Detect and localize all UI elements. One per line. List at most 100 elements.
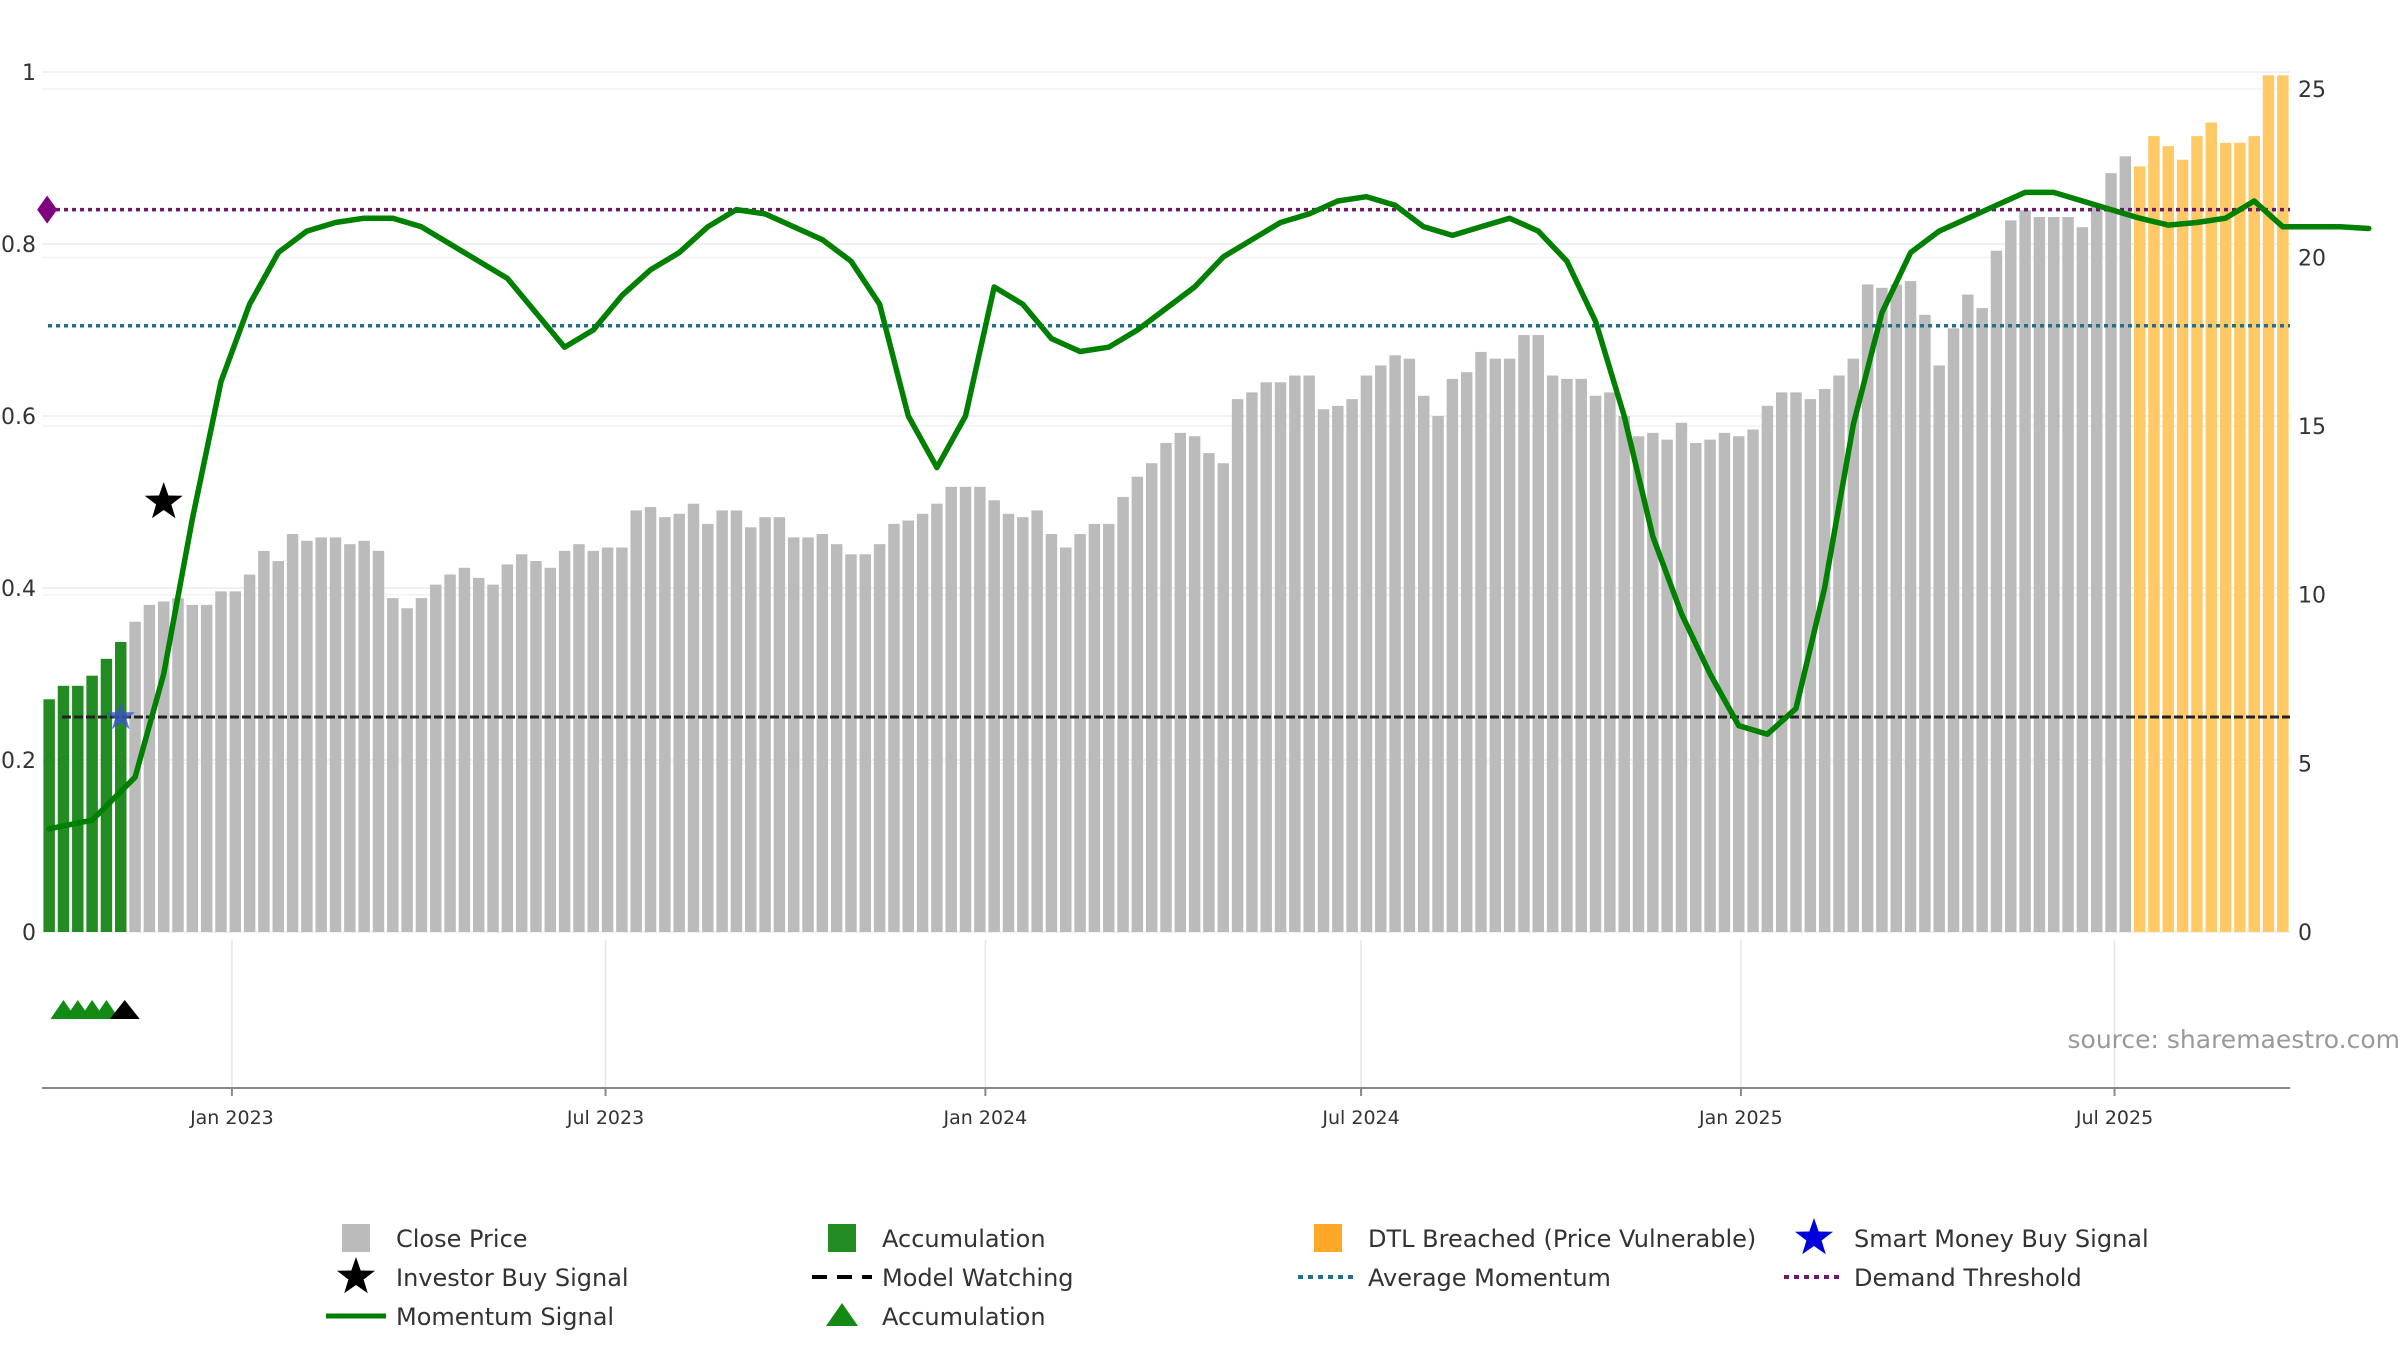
price-bar bbox=[1232, 399, 1243, 932]
price-bar bbox=[545, 568, 556, 932]
price-bar bbox=[1533, 335, 1544, 932]
price-bar bbox=[2134, 166, 2145, 932]
price-bar bbox=[2191, 136, 2202, 932]
price-bar bbox=[43, 699, 54, 932]
price-bar bbox=[187, 605, 198, 932]
bars-layer bbox=[43, 75, 2288, 932]
x-tick-label: Jul 2024 bbox=[1321, 1107, 1399, 1129]
source-label: source: sharemaestro.com bbox=[2068, 1025, 2400, 1054]
price-bar bbox=[1833, 376, 1844, 932]
price-bar bbox=[1246, 392, 1257, 932]
x-tick-label: Jan 2024 bbox=[943, 1107, 1028, 1129]
price-bar bbox=[1876, 288, 1887, 932]
price-bar bbox=[315, 537, 326, 932]
price-bar bbox=[630, 510, 641, 932]
price-bar bbox=[845, 554, 856, 932]
price-bar bbox=[473, 578, 484, 932]
legend-label: Accumulation bbox=[882, 1303, 1046, 1331]
legend-swatch bbox=[828, 1224, 856, 1252]
price-bar bbox=[287, 534, 298, 932]
legend-item: Accumulation bbox=[828, 1224, 1046, 1253]
left-tick-label: 0 bbox=[22, 921, 36, 946]
legend-item: Investor Buy Signal bbox=[337, 1257, 629, 1293]
price-bar bbox=[2206, 123, 2217, 932]
price-bar bbox=[616, 548, 627, 932]
price-bar bbox=[1919, 315, 1930, 932]
price-bar bbox=[2019, 210, 2030, 932]
price-bar bbox=[788, 537, 799, 932]
right-tick-label: 25 bbox=[2298, 78, 2326, 103]
price-bar bbox=[573, 544, 584, 932]
price-bar bbox=[244, 575, 255, 932]
demand-threshold-diamond bbox=[37, 196, 57, 224]
price-bar bbox=[1475, 352, 1486, 932]
price-bar bbox=[888, 524, 899, 932]
price-bar bbox=[1146, 463, 1157, 932]
price-bar bbox=[1891, 284, 1902, 932]
price-bar bbox=[1561, 379, 1572, 932]
price-bar bbox=[86, 676, 97, 932]
price-bar bbox=[731, 510, 742, 932]
price-bar bbox=[745, 527, 756, 932]
legend-triangle-icon bbox=[826, 1303, 858, 1326]
price-bar bbox=[1289, 376, 1300, 932]
right-tick-label: 5 bbox=[2298, 752, 2312, 777]
price-bar bbox=[1733, 436, 1744, 932]
price-bar bbox=[774, 517, 785, 932]
price-bar bbox=[673, 514, 684, 932]
price-bar bbox=[1518, 335, 1529, 932]
x-tick-label: Jul 2025 bbox=[2075, 1107, 2153, 1129]
x-tick-label: Jan 2023 bbox=[189, 1107, 274, 1129]
x-tick-label: Jul 2023 bbox=[566, 1107, 644, 1129]
price-bar bbox=[602, 548, 613, 932]
price-bar bbox=[72, 686, 83, 932]
right-tick-label: 0 bbox=[2298, 921, 2312, 946]
price-bar bbox=[2091, 207, 2102, 932]
price-bar bbox=[1375, 365, 1386, 932]
price-bar bbox=[802, 537, 813, 932]
price-bar bbox=[2220, 143, 2231, 932]
legend-label: Close Price bbox=[396, 1225, 528, 1253]
left-tick-label: 0.8 bbox=[1, 233, 36, 258]
price-bar bbox=[1103, 524, 1114, 932]
price-bar bbox=[1046, 534, 1057, 932]
price-bar bbox=[2234, 143, 2245, 932]
price-bar bbox=[1590, 396, 1601, 932]
price-bar bbox=[430, 585, 441, 932]
price-bar bbox=[974, 487, 985, 932]
price-bar bbox=[1776, 392, 1787, 932]
price-bar bbox=[516, 554, 527, 932]
price-bar bbox=[1933, 365, 1944, 932]
price-bar bbox=[759, 517, 770, 932]
price-bar bbox=[1060, 548, 1071, 932]
price-bar bbox=[1089, 524, 1100, 932]
legend-item: Close Price bbox=[342, 1224, 528, 1253]
price-bar bbox=[401, 608, 412, 932]
price-bar bbox=[2177, 160, 2188, 932]
legend-label: Demand Threshold bbox=[1854, 1264, 2082, 1292]
right-tick-label: 20 bbox=[2298, 246, 2326, 271]
price-bar bbox=[1447, 379, 1458, 932]
price-bar bbox=[1117, 497, 1128, 932]
legend-label: Momentum Signal bbox=[396, 1303, 614, 1331]
price-bar bbox=[1346, 399, 1357, 932]
price-bar bbox=[1490, 359, 1501, 932]
price-bar bbox=[1576, 379, 1587, 932]
legend-label: Smart Money Buy Signal bbox=[1854, 1225, 2149, 1253]
price-bar bbox=[2120, 156, 2131, 932]
legend: Close Price Accumulation DTL Breached (Pri… bbox=[326, 1218, 2149, 1331]
price-bar bbox=[344, 544, 355, 932]
price-bar bbox=[172, 598, 183, 932]
legend-item: Average Momentum bbox=[1298, 1264, 1611, 1292]
price-bar bbox=[1905, 281, 1916, 932]
price-bar bbox=[2105, 173, 2116, 932]
price-bar bbox=[1175, 433, 1186, 932]
legend-item: DTL Breached (Price Vulnerable) bbox=[1314, 1224, 1756, 1253]
price-bar bbox=[1719, 433, 1730, 932]
legend-label: Investor Buy Signal bbox=[396, 1264, 629, 1292]
price-bar bbox=[487, 585, 498, 932]
price-bar bbox=[1661, 440, 1672, 932]
price-bar bbox=[702, 524, 713, 932]
price-bar bbox=[1676, 423, 1687, 932]
